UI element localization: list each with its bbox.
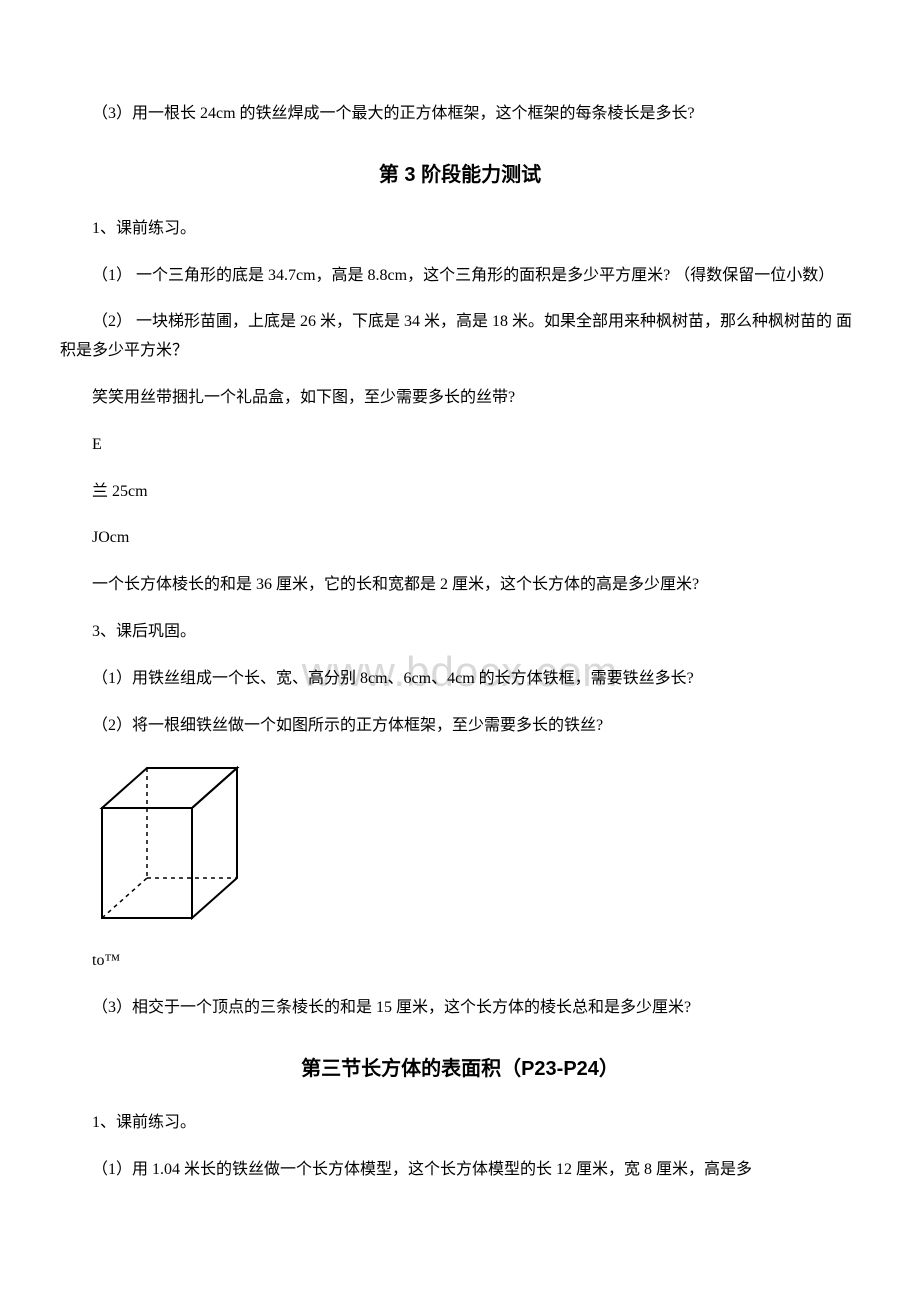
cube-icon	[92, 758, 252, 928]
section-heading-stage3: 第 3 阶段能力测试	[60, 157, 860, 193]
cuboid-question: 一个长方体棱长的和是 36 厘米，它的长和宽都是 2 厘米，这个长方体的高是多少…	[60, 571, 860, 600]
question-sa-1: （1）用 1.04 米长的铁丝做一个长方体模型，这个长方体模型的长 12 厘米，…	[60, 1156, 860, 1185]
label-jocm: JOcm	[60, 524, 860, 553]
cube-diagram	[92, 758, 860, 939]
section-heading-surface-area: 第三节长方体的表面积（P23-P24）	[60, 1051, 860, 1087]
question-1-1: （1） 一个三角形的底是 34.7cm，高是 8.8cm，这个三角形的面积是多少…	[60, 262, 860, 291]
document-content: （3）用一根长 24cm 的铁丝焊成一个最大的正方体框架，这个框架的每条棱长是多…	[60, 100, 860, 1184]
question-3-1: （1）用铁丝组成一个长、宽、高分别 8cm、6cm、4cm 的长方体铁框，需要铁…	[60, 665, 860, 694]
question-3-3: （3）相交于一个顶点的三条棱长的和是 15 厘米，这个长方体的棱长总和是多少厘米…	[60, 994, 860, 1023]
pre-exercise-label-2: 1、课前练习。	[60, 1109, 860, 1138]
label-25cm: 兰 25cm	[60, 478, 860, 507]
label-e: E	[60, 431, 860, 460]
question-3: （3）用一根长 24cm 的铁丝焊成一个最大的正方体框架，这个框架的每条棱长是多…	[60, 100, 860, 129]
question-3-2: （2）将一根细铁丝做一个如图所示的正方体框架，至少需要多长的铁丝?	[60, 712, 860, 741]
ribbon-question: 笑笑用丝带捆扎一个礼品盒，如下图，至少需要多长的丝带?	[60, 384, 860, 413]
label-totm: to™	[60, 947, 860, 976]
post-exercise-label: 3、课后巩固。	[60, 618, 860, 647]
question-1-2: （2） 一块梯形苗圃，上底是 26 米，下底是 34 米，高是 18 米。如果全…	[60, 308, 860, 366]
pre-exercise-label: 1、课前练习。	[60, 215, 860, 244]
